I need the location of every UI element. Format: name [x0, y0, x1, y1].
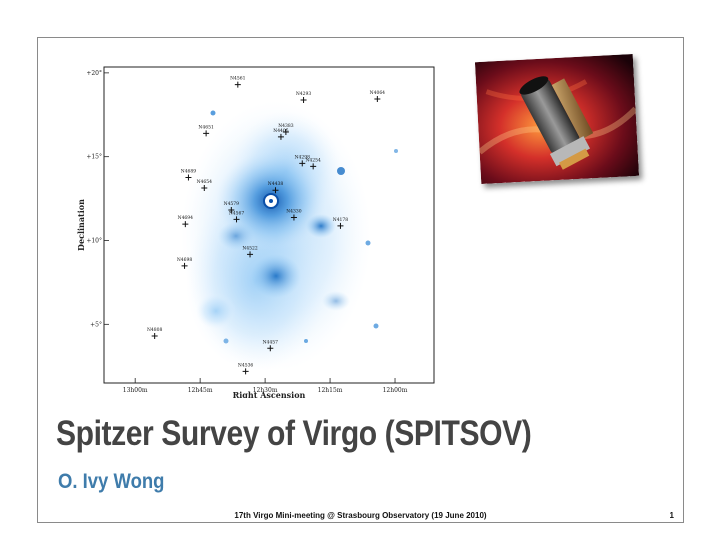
galaxy-marker: N4293 [296, 91, 312, 104]
y-axis-label: Declination [76, 199, 86, 251]
galaxy-label: N4405 [273, 128, 289, 134]
galaxy-label: N4536 [238, 362, 254, 368]
galaxy-cross [290, 214, 297, 221]
galaxy-marker: N4808 [147, 327, 163, 340]
galaxy-marker: N4178 [333, 217, 349, 229]
galaxy-label: N4579 [224, 201, 240, 207]
galaxy-label: N4561 [230, 76, 246, 82]
galaxy-label: N4522 [242, 245, 258, 251]
galaxy-cross [234, 81, 241, 88]
author-name: O. Ivy Wong [58, 470, 165, 493]
galaxy-cross [300, 97, 307, 104]
galaxy-marker: N4567 [229, 210, 245, 223]
galaxy-marker: N4698 [177, 257, 193, 269]
galaxy-marker: N4579 [224, 201, 240, 213]
x-axis-ticks: 13h00m 12h45m 12h30m 12h15m 12h00m [123, 378, 408, 394]
galaxy-label: N4330 [286, 209, 302, 215]
spitzer-telescope-photo [474, 53, 640, 185]
slide-footer: 17th Virgo Mini-meeting @ Strasbourg Obs… [37, 510, 684, 524]
galaxy-label: N4654 [197, 179, 213, 185]
slide-title: Spitzer Survey of Virgo (SPITSOV) [56, 414, 532, 453]
x-tick-label: 13h00m [123, 387, 148, 394]
galaxy-label: N4694 [178, 215, 194, 221]
galaxy-cross [277, 133, 284, 140]
galaxy-marker: N4689 [181, 168, 197, 181]
galaxy-cross [233, 216, 240, 223]
x-axis-label: Right Ascension [233, 390, 306, 398]
galaxy-label: N4254 [305, 157, 321, 163]
galaxy-marker: N4651 [198, 124, 214, 137]
galaxy-marker: N4064 [370, 90, 386, 103]
galaxy-marker: N4298 [295, 154, 311, 167]
galaxy-marker: N4383 [278, 123, 294, 136]
galaxy-cross [151, 333, 158, 340]
galaxy-cross [182, 221, 189, 228]
galaxy-label: N4178 [333, 217, 349, 223]
galaxy-marker: N4694 [178, 215, 194, 228]
galaxy-label: N4689 [181, 168, 197, 174]
y-tick-label: +20° [86, 70, 102, 77]
galaxy-cross [201, 185, 208, 192]
galaxy-cross [299, 160, 306, 167]
galaxy-label: N4383 [278, 123, 294, 129]
galaxy-marker: N4522 [242, 245, 258, 258]
y-tick-label: +10° [86, 238, 102, 245]
galaxy-cross [310, 163, 317, 170]
galaxy-marker: N4405 [273, 128, 289, 140]
footer-text: 17th Virgo Mini-meeting @ Strasbourg Obs… [234, 511, 487, 520]
galaxy-label: N4651 [198, 124, 214, 130]
galaxy-cross [185, 174, 192, 181]
galaxy-label: N4293 [296, 91, 312, 97]
galaxy-marker: N4438 [268, 181, 284, 194]
galaxy-cross [337, 222, 344, 229]
galaxy-label: N4808 [147, 327, 163, 333]
galaxy-marker: N4536 [238, 362, 254, 375]
galaxy-marker: N4254 [305, 157, 321, 170]
galaxy-label: N4567 [229, 210, 245, 216]
galaxy-label: N4457 [263, 339, 279, 345]
galaxy-cross [282, 129, 289, 136]
galaxy-cross [374, 96, 381, 103]
galaxy-cross [247, 251, 254, 258]
galaxy-cross [267, 345, 274, 352]
page-number: 1 [669, 511, 674, 520]
galaxy-cross [272, 187, 279, 194]
galaxy-marker: N4561 [230, 76, 246, 88]
x-tick-label: 12h15m [318, 387, 343, 394]
galaxy-label: N4438 [268, 181, 284, 187]
galaxy-label: N4698 [177, 257, 193, 263]
y-tick-label: +15° [86, 154, 102, 161]
galaxy-cross [228, 206, 235, 213]
galaxy-marker: N4654 [197, 179, 213, 192]
virgo-cluster-map: +20° +15° +10° +5° 13h00m 12h45m 12h30m 12h15m… [76, 66, 435, 398]
galaxy-label: N4298 [295, 154, 311, 160]
xray-emission [181, 101, 398, 371]
x-tick-label: 12h30m [253, 387, 278, 394]
x-tick-label: 12h00m [383, 387, 408, 394]
y-axis-ticks: +20° +15° +10° +5° [86, 70, 109, 328]
galaxy-cross [203, 130, 210, 137]
y-tick-label: +5° [90, 321, 102, 328]
galaxy-label: N4064 [370, 90, 386, 96]
galaxy-marker: N4457 [263, 339, 279, 352]
x-tick-label: 12h45m [188, 387, 213, 394]
galaxy-cross [242, 368, 249, 375]
galaxy-marker: N4330 [286, 209, 302, 221]
galaxy-cross [181, 262, 188, 269]
